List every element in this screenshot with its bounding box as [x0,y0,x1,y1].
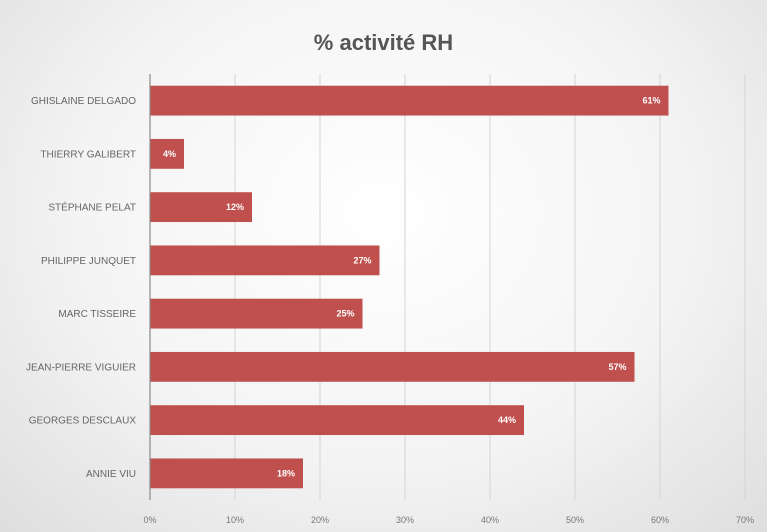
bar [150,405,524,436]
data-label: 4% [163,149,176,159]
data-label: 27% [353,255,371,265]
category-label: GEORGES DESCLAUX [29,416,137,427]
chart-title: % activité RH [313,30,454,55]
x-tick-label: 0% [143,515,156,525]
bar [150,458,303,489]
data-label: 44% [498,415,516,425]
data-label: 25% [336,309,354,319]
x-tick-label: 50% [566,515,584,525]
bar [150,192,252,223]
category-label: ANNIE VIU [86,469,136,480]
data-label: 61% [642,96,660,106]
x-tick-label: 40% [481,515,499,525]
category-label: GHISLAINE DELGADO [31,96,136,107]
category-label: THIERRY GALIBERT [40,149,136,160]
data-label: 12% [226,202,244,212]
x-tick-label: 20% [311,515,329,525]
bar [150,245,380,276]
x-tick-label: 10% [226,515,244,525]
bar [150,138,184,169]
data-label: 57% [608,362,626,372]
x-tick-label: 60% [651,515,669,525]
data-label: 18% [277,468,295,478]
category-label: MARC TISSEIRE [58,309,136,320]
category-label: STÉPHANE PELAT [48,201,136,214]
bar [150,298,363,329]
x-tick-label: 70% [736,515,754,525]
x-tick-label: 30% [396,515,414,525]
category-label: JEAN-PIERRE VIGUIER [26,362,136,373]
bar [150,85,669,116]
category-label: PHILIPPE JUNQUET [41,256,136,267]
bar [150,351,635,382]
